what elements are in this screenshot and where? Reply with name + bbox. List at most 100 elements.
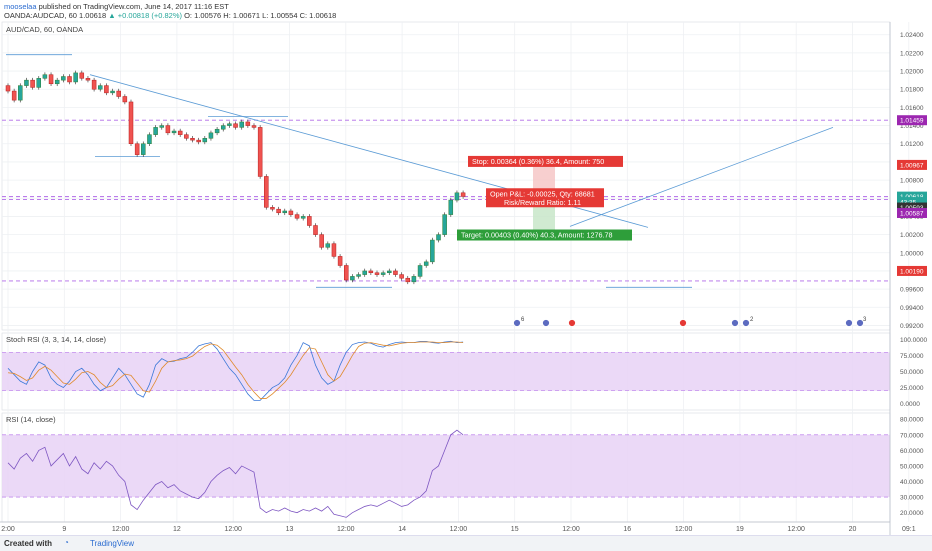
candle-body <box>73 72 78 83</box>
candle-body <box>245 121 251 126</box>
event-flag-icon <box>845 319 853 327</box>
target-label-box <box>457 229 632 241</box>
candle-body <box>270 207 275 210</box>
candle-body <box>18 85 23 101</box>
target-zone <box>533 198 555 236</box>
price-tick-label: 1.02400 <box>900 32 924 39</box>
price-tick-label: 1.02200 <box>900 50 924 57</box>
candle-body <box>387 270 392 274</box>
indicator-title: Stoch RSI (3, 3, 14, 14, close) <box>6 335 107 344</box>
candle-body <box>399 274 404 279</box>
indicator-tick-label: 50.0000 <box>900 463 924 470</box>
candle-body <box>5 85 11 92</box>
candle-body <box>159 125 164 128</box>
candle-body <box>436 234 441 241</box>
event-flag-icon <box>742 319 750 327</box>
price-tag <box>897 265 927 276</box>
candle-body <box>239 121 244 128</box>
pnl-label-box <box>486 188 604 208</box>
candle-body <box>122 96 128 103</box>
candle-body <box>454 192 460 201</box>
time-tick-label: 19 <box>736 526 744 533</box>
candle-body <box>177 130 183 135</box>
indicator-tick-label: 50.0000 <box>900 369 924 376</box>
candle-body <box>165 125 171 134</box>
event-flag-icon <box>856 319 864 327</box>
candle-body <box>362 270 367 275</box>
candle-body <box>184 134 189 139</box>
candle-body <box>110 90 115 94</box>
price-tick-label: 1.01800 <box>900 87 924 94</box>
pnl-label: Open P&L: -0.00025, Qty: 68681 <box>490 189 595 198</box>
candle-body <box>85 78 91 81</box>
candle-body <box>282 210 287 214</box>
event-flag-icon <box>568 319 576 327</box>
price-tag <box>897 202 927 213</box>
time-tick-label: 20 <box>849 526 857 533</box>
candle-body <box>36 78 41 88</box>
candle-body <box>393 270 398 275</box>
publish-info: published on TradingView.com, June 14, 2… <box>38 2 229 11</box>
price-tick-label: 1.01400 <box>900 123 924 130</box>
indicator-tick-label: 40.0000 <box>900 479 924 486</box>
time-tick-label: 12:00 <box>562 526 580 533</box>
candle-body <box>116 90 121 97</box>
indicator-series-line <box>7 341 464 399</box>
indicator-tick-label: 0.0000 <box>900 401 920 408</box>
target-label: Target: 0.00403 (0.40%) 40.3, Amount: 12… <box>461 231 612 240</box>
candle-body <box>356 274 361 277</box>
candle-body <box>411 276 417 283</box>
time-tick-label: 13 <box>286 526 294 533</box>
candle-body <box>233 123 238 128</box>
chart-header: mooselaa published on TradingView.com, J… <box>4 2 337 20</box>
time-tick-label: 12:00 <box>112 526 130 533</box>
candle-body <box>307 216 312 226</box>
event-flag-icon <box>542 319 550 327</box>
price-tick-label: 1.01600 <box>900 105 924 112</box>
candle-body <box>30 79 35 88</box>
indicator-tick-label: 30.0000 <box>900 495 924 502</box>
time-tick-label: 16 <box>623 526 631 533</box>
time-tick-label: 12:00 <box>450 526 468 533</box>
event-flag-icon <box>679 319 687 327</box>
tradingview-logo-icon: ◔ <box>64 538 69 547</box>
candle-body <box>214 128 220 134</box>
candle-body <box>442 214 447 235</box>
time-tick-label: 9 <box>62 526 66 533</box>
candle-body <box>208 132 214 139</box>
indicator-tick-label: 60.0000 <box>900 448 924 455</box>
symbol-line: OANDA:AUDCAD, 60 <box>4 11 77 20</box>
candle-body <box>374 272 380 275</box>
indicator-tick-label: 20.0000 <box>900 510 924 517</box>
author-link[interactable]: mooselaa <box>4 2 37 11</box>
indicator-tick-label: 70.0000 <box>900 432 924 439</box>
candle-body <box>54 79 60 85</box>
tradingview-brand[interactable]: TradingView <box>90 539 135 548</box>
candle-body <box>448 199 454 215</box>
price-tag <box>897 115 927 126</box>
footer-bar: Created with ◔ TradingView <box>0 535 932 551</box>
candle-body <box>350 276 355 281</box>
candle-body <box>337 256 343 266</box>
candle-body <box>264 176 269 208</box>
candle-body <box>134 143 140 155</box>
time-tick-label: 12:00 <box>787 526 805 533</box>
candle-body <box>325 243 331 248</box>
candle-body <box>331 243 337 257</box>
price-tag <box>897 191 927 202</box>
event-count-label: 3 <box>863 317 867 323</box>
price-tick-label: 1.01200 <box>900 141 924 148</box>
price-tick-label: 1.00200 <box>900 232 924 239</box>
event-flag-icon <box>513 319 521 327</box>
candle-body <box>221 125 226 130</box>
candle-body <box>380 272 386 275</box>
stop-label-box <box>468 155 623 167</box>
candle-body <box>104 85 109 94</box>
candle-body <box>423 261 429 266</box>
stop-label: Stop: 0.00364 (0.36%) 36.4, Amount: 750 <box>472 157 604 166</box>
price-tag <box>897 207 927 218</box>
candle-body <box>24 79 29 86</box>
price-tick-label: 0.99200 <box>900 323 924 330</box>
candle-body <box>128 101 134 144</box>
